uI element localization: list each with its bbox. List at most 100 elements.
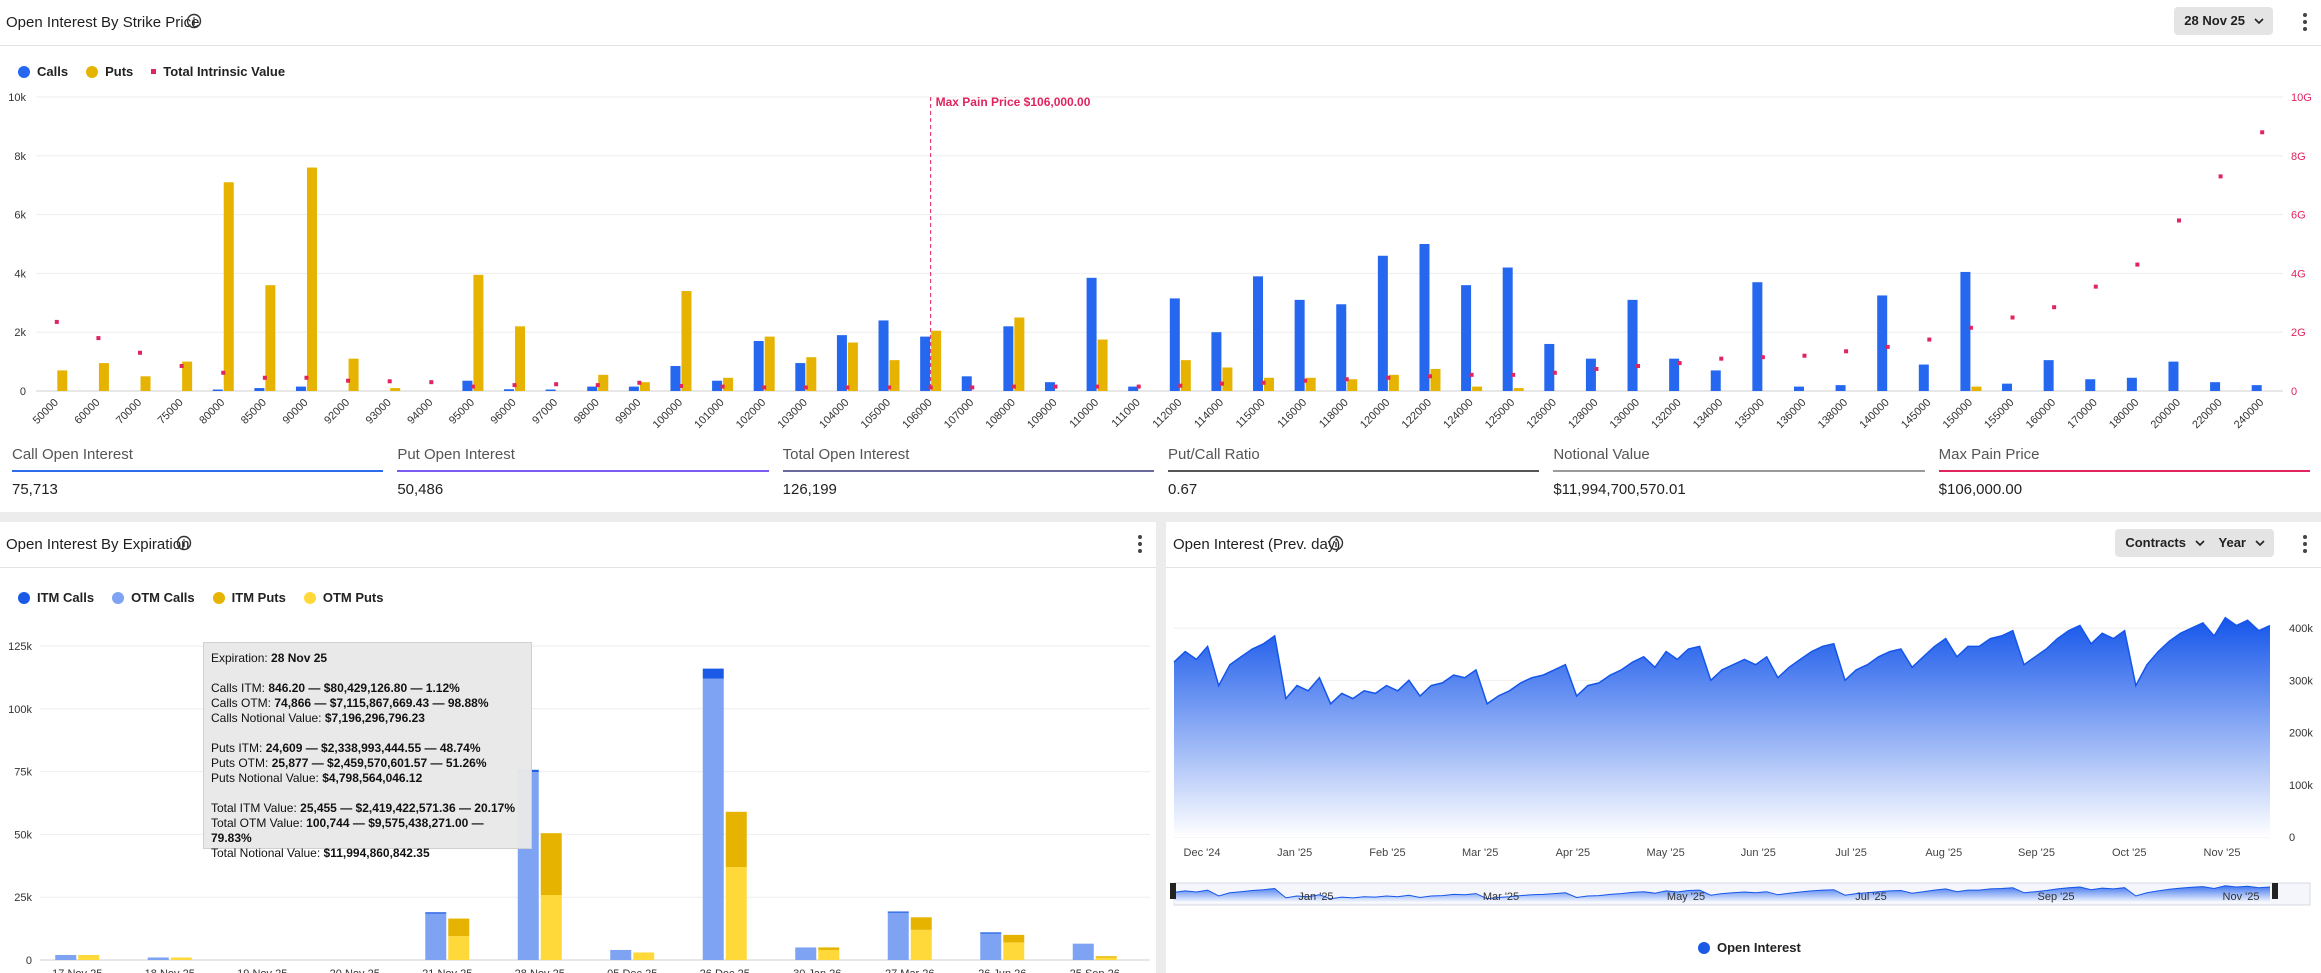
legend-open-interest[interactable]: Open Interest	[1698, 940, 1801, 955]
y-tick-label: 0	[26, 955, 32, 967]
stat-label: Max Pain Price	[1938, 446, 2310, 472]
calls-bar	[254, 388, 265, 391]
x-tick-label: 05 Dec 25	[607, 968, 657, 973]
stat-label: Put Open Interest	[397, 446, 769, 472]
x-tick-label: 107000	[942, 397, 976, 431]
legend-itm-puts[interactable]: ITM Puts	[212, 590, 286, 605]
x-tick-label: 104000	[817, 397, 851, 431]
legend-puts-label: Puts	[105, 64, 134, 79]
legend-open-interest-label: Open Interest	[1717, 940, 1801, 955]
x-tick-label: 134000	[1691, 397, 1725, 431]
tiv-point	[54, 319, 59, 324]
x-tick-label: 155000	[1982, 397, 2016, 431]
x-tick-label: 101000	[692, 397, 726, 431]
puts-bar	[1513, 388, 1524, 391]
expiration-date-dropdown[interactable]: 28 Nov 25	[2174, 7, 2273, 35]
puts-bar	[473, 274, 484, 391]
strike-panel-title: Open Interest By Strike Price	[6, 14, 200, 31]
puts-bar	[182, 361, 193, 391]
strike-legend: Calls Puts Total Intrinsic Value	[18, 64, 285, 79]
stat-put-call-ratio: Put/Call Ratio 0.67	[1167, 446, 1540, 498]
legend-tiv[interactable]: Total Intrinsic Value	[151, 64, 285, 79]
tiv-point	[720, 384, 725, 389]
puts-bar	[57, 370, 68, 391]
tt-total-notional: $11,994,860,842.35	[323, 846, 430, 860]
stat-put-oi: Put Open Interest 50,486	[397, 446, 769, 498]
otm-puts-swatch	[303, 591, 316, 604]
legend-itm-calls[interactable]: ITM Calls	[18, 590, 94, 605]
legend-otm-puts[interactable]: OTM Puts	[303, 590, 384, 605]
tt-calls-itm: 846.20 — $80,429,126.80 — 1.12%	[268, 681, 460, 695]
contracts-label: Contracts	[2125, 535, 2186, 550]
x-tick-label: 102000	[734, 397, 768, 431]
calls-bar	[1793, 386, 1804, 391]
tiv-point	[512, 383, 517, 388]
calls-bar	[712, 380, 723, 391]
expiration-tooltip: Expiration: 28 Nov 25 Calls ITM: 846.20 …	[203, 642, 532, 860]
info-icon[interactable]	[176, 535, 192, 551]
tiv-point	[887, 385, 892, 390]
tiv-point	[1968, 325, 1973, 330]
y2-tick-label: 6G	[2291, 210, 2306, 222]
navigator-tick-label: Jan '25	[1298, 891, 1333, 903]
info-icon[interactable]	[186, 13, 202, 29]
strike-menu-button[interactable]	[2301, 11, 2309, 33]
x-tick-label: 110000	[1067, 397, 1101, 431]
x-tick-label: 100000	[651, 397, 685, 431]
x-tick-label: 122000	[1400, 397, 1434, 431]
expiration-menu-button[interactable]	[1136, 533, 1144, 555]
itm-calls-bar	[980, 932, 1002, 934]
calls-bar	[2126, 377, 2137, 391]
y-tick-label: 25k	[14, 892, 32, 904]
otm-calls-bar	[1072, 943, 1094, 960]
x-tick-label: 106000	[900, 397, 934, 431]
tt-total-notional-label: Total Notional Value:	[211, 846, 321, 860]
prev-day-menu-button[interactable]	[2301, 533, 2309, 555]
y-tick-label: 2k	[14, 327, 26, 339]
x-tick-label: Jan '25	[1277, 847, 1312, 859]
x-tick-label: Mar '25	[1462, 847, 1498, 859]
tiv-point	[1261, 380, 1266, 385]
tiv-point	[138, 350, 143, 355]
range-dropdown[interactable]: Year	[2208, 529, 2274, 557]
tiv-point	[1719, 356, 1724, 361]
chevron-down-icon	[2254, 18, 2264, 25]
itm-calls-swatch	[18, 591, 30, 604]
x-tick-label: 26 Dec 25	[700, 968, 750, 973]
x-tick-label: 70000	[114, 397, 144, 427]
legend-puts[interactable]: Puts	[86, 64, 133, 79]
otm-calls-swatch	[112, 591, 125, 604]
contracts-dropdown[interactable]: Contracts	[2115, 529, 2214, 557]
chevron-down-icon	[2195, 540, 2205, 547]
info-icon[interactable]	[1328, 535, 1344, 551]
calls-bar	[670, 366, 681, 391]
legend-otm-calls[interactable]: OTM Calls	[112, 590, 195, 605]
x-tick-label: 132000	[1649, 397, 1683, 431]
tiv-point	[1927, 337, 1932, 342]
calls-bar	[545, 389, 556, 391]
prev-day-panel: Open Interest (Prev. day) Contracts Year…	[1166, 522, 2321, 973]
otm-calls-bar	[147, 957, 169, 960]
y2-tick-label: 2G	[2291, 327, 2306, 339]
legend-calls[interactable]: Calls	[18, 64, 68, 79]
puts-bar	[764, 336, 775, 391]
expiration-panel-title: Open Interest By Expiration	[6, 536, 190, 553]
y-tick-label: 50k	[14, 829, 32, 841]
x-tick-label: 28 Nov 25	[515, 968, 565, 973]
y2-tick-label: 10G	[2291, 92, 2312, 104]
tiv-point	[1844, 349, 1849, 354]
calls-bar	[961, 376, 972, 391]
x-tick-label: 60000	[72, 397, 102, 427]
x-tick-label: 96000	[489, 397, 519, 427]
puts-bar	[806, 357, 817, 391]
tiv-point	[762, 385, 767, 390]
tiv-point	[1219, 381, 1224, 386]
x-tick-label: 85000	[239, 397, 269, 427]
y-tick-label: 8k	[14, 151, 26, 163]
tiv-point	[429, 380, 434, 385]
x-tick-label: 93000	[364, 397, 394, 427]
x-tick-label: 105000	[859, 397, 893, 431]
puts-bar	[847, 342, 858, 391]
tiv-point	[554, 382, 559, 387]
calls-bar	[2085, 379, 2096, 391]
